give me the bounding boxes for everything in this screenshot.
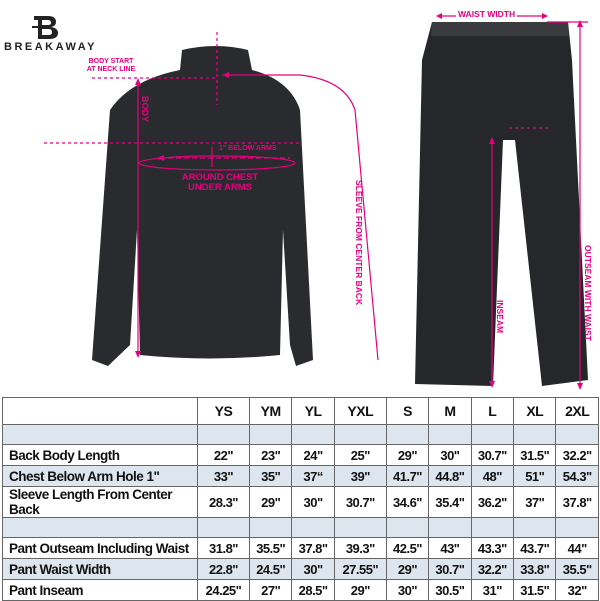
- measurement-value: 28.3": [197, 486, 250, 518]
- measurement-value: 41.7": [385, 465, 430, 487]
- measurement-row: Chest Below Arm Hole 1" 33" 35" 37“ 39" 41.7"…: [2, 465, 599, 487]
- measurement-value: 31.5": [513, 444, 557, 466]
- measurement-value: 35.5": [555, 558, 599, 580]
- size-header: 2XL: [555, 397, 599, 425]
- measurement-label: Pant Waist Width: [2, 558, 198, 580]
- inseam-annotation: INSEAM: [495, 300, 505, 334]
- size-header: S: [385, 397, 430, 425]
- size-header: YS: [197, 397, 250, 425]
- jacket-image: [92, 46, 313, 366]
- measurement-value: 31": [470, 579, 515, 601]
- pants-image: [415, 22, 588, 386]
- measurement-value: 54.3": [555, 465, 599, 487]
- measurement-value: 37.8": [291, 537, 335, 559]
- measurement-value: 24.25": [197, 579, 250, 601]
- measurement-value: 37“: [291, 465, 335, 487]
- measurement-value: 29": [385, 444, 430, 466]
- measurement-value: 44": [555, 537, 599, 559]
- measurement-row: Back Body Length 22" 23" 24" 25" 29" 30" 30.7" 3…: [2, 444, 599, 466]
- measurement-value: 29": [385, 558, 430, 580]
- size-header: YM: [248, 397, 293, 425]
- measurement-value: 33": [197, 465, 250, 487]
- measurement-value: 27": [248, 579, 293, 601]
- body-start-annotation: BODY START AT NECK LINE: [86, 58, 136, 73]
- measurement-value: 39": [333, 465, 387, 487]
- measurement-value: 31.5": [513, 579, 557, 601]
- measurement-label: Pant Outseam Including Waist: [2, 537, 198, 559]
- body-annotation: BODY: [140, 96, 150, 123]
- measurement-row: Pant Waist Width 22.8" 24.5" 30" 27.55" 29" 30…: [2, 558, 599, 580]
- spacer-row: [2, 424, 599, 445]
- measurement-value: 35.5": [248, 537, 293, 559]
- measurement-value: 32.2": [555, 444, 599, 466]
- measurement-value: 39.3": [333, 537, 387, 559]
- measurement-value: 51": [513, 465, 557, 487]
- size-header: XL: [513, 397, 557, 425]
- brand-name: BREAKAWAY: [4, 41, 97, 53]
- measurement-value: 27.55": [333, 558, 387, 580]
- measurement-value: 30": [428, 444, 472, 466]
- measurement-value: 43.3": [470, 537, 515, 559]
- measurement-value: 23": [248, 444, 293, 466]
- measurement-value: 37.8": [555, 486, 599, 518]
- size-chart-table: YS YM YL YXL S M L XL 2XL Back Body Leng…: [2, 397, 599, 601]
- measurement-value: 30.7": [333, 486, 387, 518]
- measurement-value: 48": [470, 465, 515, 487]
- measurement-value: 24.5": [248, 558, 293, 580]
- measurement-value: 29": [248, 486, 293, 518]
- measurement-value: 35.4": [428, 486, 472, 518]
- measurement-label: Sleeve Length From Center Back: [2, 486, 198, 518]
- product-illustration: [44, 13, 588, 390]
- measurement-value: 30.5": [428, 579, 472, 601]
- header-empty-cell: [2, 397, 198, 425]
- measurement-value: 30": [291, 486, 335, 518]
- breakaway-logo-icon: [32, 16, 58, 39]
- below-arms-annotation: 1" BELOW ARMS: [219, 145, 277, 152]
- measurement-row: Pant Inseam 24.25" 27" 28.5" 29" 30" 30.5" 31" 3…: [2, 579, 599, 601]
- size-header: YXL: [333, 397, 387, 425]
- outseam-annotation: OUTSEAM WITH WAIST: [583, 245, 593, 341]
- measurement-value: 33.8": [513, 558, 557, 580]
- measurement-row: Pant Outseam Including Waist 31.8" 35.5" 37…: [2, 537, 599, 559]
- spacer-row: [2, 517, 599, 538]
- measurement-value: 43": [428, 537, 472, 559]
- size-header: M: [428, 397, 472, 425]
- measurement-value: 44.8": [428, 465, 472, 487]
- size-header: YL: [291, 397, 335, 425]
- measurement-row: Sleeve Length From Center Back 28.3" 29" 30…: [2, 486, 599, 518]
- measurement-value: 31.8": [197, 537, 250, 559]
- measurement-value: 28.5": [291, 579, 335, 601]
- measurement-value: 43.7": [513, 537, 557, 559]
- measurement-value: 22": [197, 444, 250, 466]
- measurement-label: Chest Below Arm Hole 1": [2, 465, 198, 487]
- measurement-value: 25": [333, 444, 387, 466]
- measurement-value: 30": [385, 579, 430, 601]
- waist-width-annotation: WAIST WIDTH: [456, 9, 518, 19]
- measurement-value: 30.7": [470, 444, 515, 466]
- measurement-value: 32.2": [470, 558, 515, 580]
- measurement-label: Pant Inseam: [2, 579, 198, 601]
- measurement-value: 30.7": [428, 558, 472, 580]
- around-chest-annotation: AROUND CHEST UNDER ARMS: [181, 172, 259, 193]
- measurement-value: 35": [248, 465, 293, 487]
- measurement-value: 30": [291, 558, 335, 580]
- size-header: L: [470, 397, 515, 425]
- measurement-value: 22.8": [197, 558, 250, 580]
- measurement-value: 34.6": [385, 486, 430, 518]
- measurement-value: 29": [333, 579, 387, 601]
- size-header-row: YS YM YL YXL S M L XL 2XL: [2, 397, 599, 425]
- measurement-value: 42.5": [385, 537, 430, 559]
- measurement-label: Back Body Length: [2, 444, 198, 466]
- measurement-value: 24": [291, 444, 335, 466]
- measurement-value: 32": [555, 579, 599, 601]
- measurement-value: 36.2": [470, 486, 515, 518]
- measurement-value: 37": [513, 486, 557, 518]
- sleeve-annotation: SLEEVE FROM CENTER BACK: [354, 180, 364, 306]
